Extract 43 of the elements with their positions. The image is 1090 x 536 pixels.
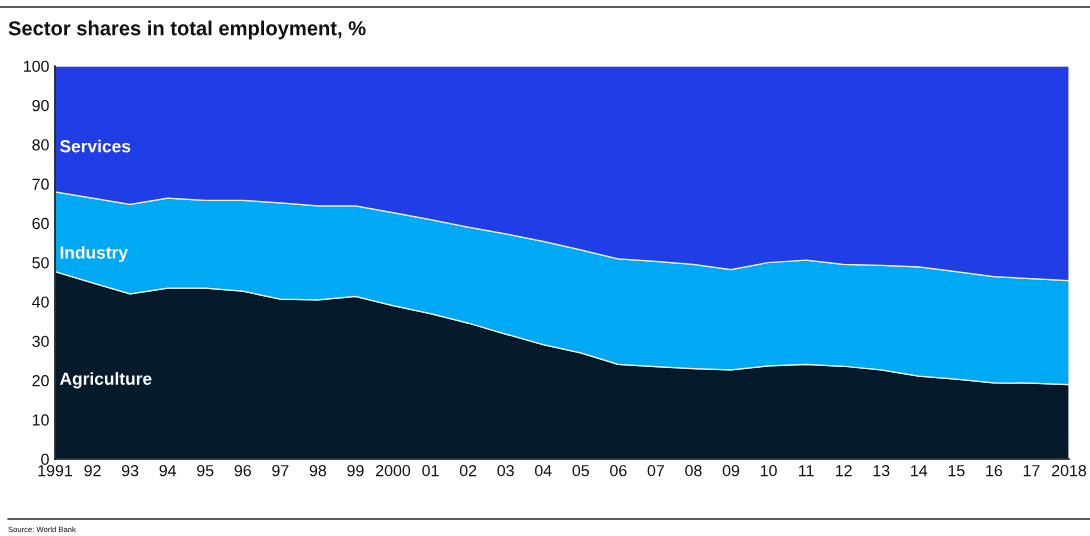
x-tick-label: 06 [610, 464, 627, 477]
x-tick-label: 2018 [1052, 464, 1087, 477]
y-tick-label: 0 [41, 453, 49, 465]
y-tick-label: 60 [32, 217, 49, 230]
x-tick-label: 96 [234, 464, 251, 477]
y-tick-label: 70 [32, 178, 49, 190]
x-tick-label: 1991 [38, 464, 72, 477]
x-tick-label: 92 [84, 464, 101, 477]
series-label: Industry [60, 245, 128, 263]
x-tick-label: 97 [272, 464, 289, 477]
x-tick-label: 04 [534, 464, 552, 477]
y-tick-label: 30 [32, 335, 49, 348]
y-tick-label: 10 [32, 414, 49, 426]
x-tick-label: 99 [347, 464, 364, 477]
chart-title: Sector shares in total employment, % [8, 20, 366, 40]
x-tick-label: 03 [497, 464, 514, 477]
x-tick-label: 93 [121, 464, 139, 477]
x-tick-label: 13 [873, 464, 890, 477]
y-tick-label: 90 [32, 99, 49, 112]
x-tick-label: 10 [760, 464, 777, 477]
x-tick-label: 98 [309, 464, 327, 477]
y-tick-label: 100 [24, 60, 49, 72]
x-tick-label: 95 [197, 464, 214, 477]
x-tick-label: 09 [722, 464, 740, 477]
x-tick-label: 07 [647, 464, 664, 477]
x-tick-label: 16 [986, 464, 1003, 477]
x-tick-label: 01 [422, 464, 439, 477]
x-tick-label: 12 [836, 464, 852, 477]
x-tick-label: 05 [572, 464, 589, 477]
y-tick-label: 80 [32, 139, 49, 151]
x-tick-label: 08 [685, 464, 702, 477]
x-tick-label: 02 [459, 464, 477, 477]
series-label: Agriculture [59, 372, 152, 389]
x-tick-label: 94 [159, 464, 177, 477]
x-tick-label: 11 [799, 465, 814, 477]
y-tick-label: 20 [32, 375, 49, 387]
x-tick-label: 17 [1023, 465, 1040, 477]
x-tick-label: 14 [911, 465, 928, 477]
x-tick-label: 15 [948, 465, 965, 477]
y-tick-label: 50 [32, 257, 49, 269]
series-label: Services [60, 139, 131, 153]
x-tick-label: 2000 [376, 464, 411, 477]
y-tick-label: 40 [32, 296, 49, 308]
